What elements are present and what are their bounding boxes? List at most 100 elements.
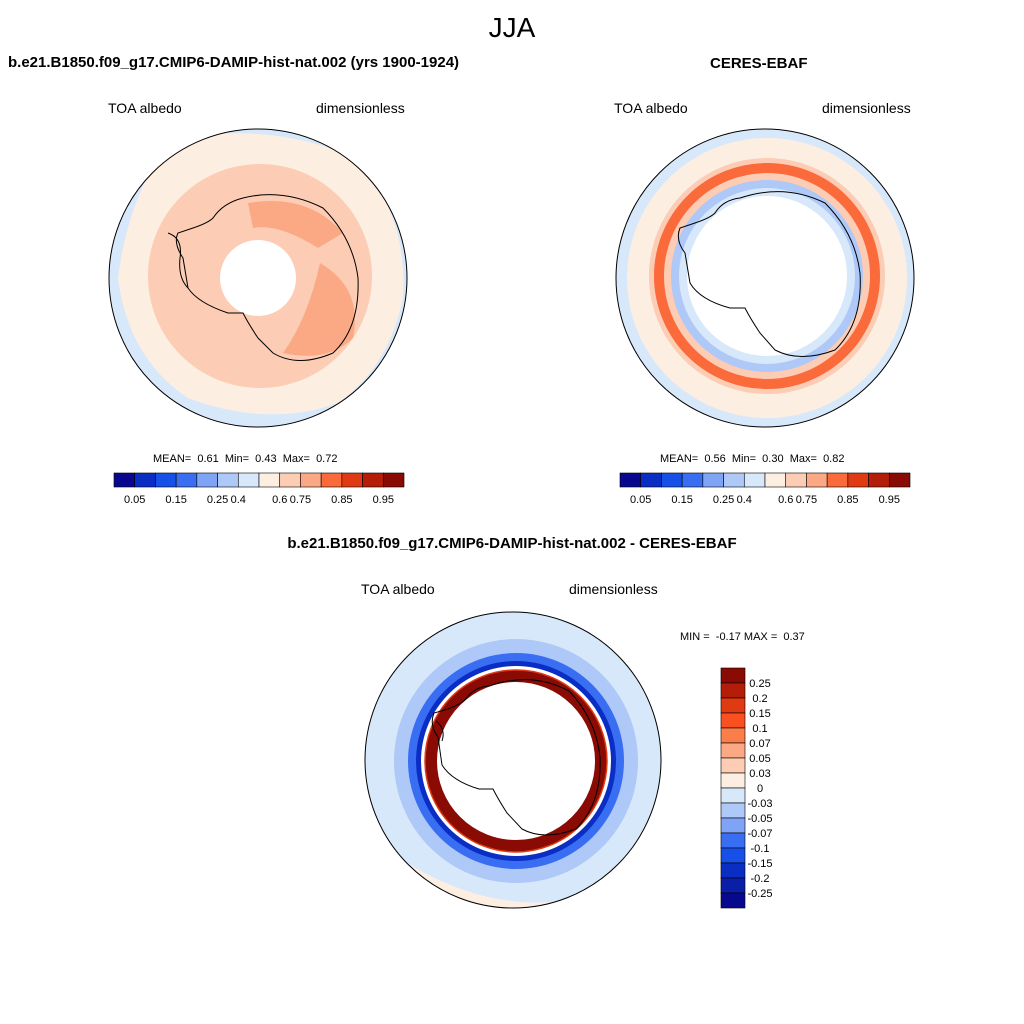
panel-1-colorbar-tick-label: 0.6 (272, 494, 287, 506)
panel-1-colorbar-box (279, 472, 301, 488)
panel-2-variable-label: TOA albedo (614, 100, 688, 116)
panel-3-colorbar-tick-label: -0.05 (747, 813, 772, 825)
panel-1-colorbar-box (362, 472, 384, 488)
panel-3-title: b.e21.B1850.f09_g17.CMIP6-DAMIP-hist-nat… (287, 535, 737, 552)
panel-1-colorbar-tick-label: 0.05 (124, 494, 145, 506)
panel-1-max-value: 0.72 (316, 453, 338, 465)
panel-2-colorbar-box (681, 472, 704, 488)
panel-3-colorbar-tick-label: 0 (757, 783, 763, 795)
panel-3-colorbar: 0.25 0.2 0.15 0.1 0.07 0.05 0.03 0 -0.03 -0.05 -0.… (720, 667, 773, 909)
panel-3-colorbar-box (720, 712, 746, 729)
panel-3-colorbar-tick-label: 0.2 (752, 693, 767, 705)
panel-3-colorbar-box (720, 667, 746, 684)
panel-2-colorbar-tick-label: 0.25 (713, 494, 734, 506)
panel-3-polar-map (364, 611, 662, 909)
panel-2-colorbar: 0.05 0.15 0.25 0.4 0.6 0.75 0.85 0.95 (619, 472, 911, 506)
panel-2-stats: MEAN= 0.56 Min= 0.30 Max= 0.82 (660, 453, 844, 465)
panel-3-colorbar-box (720, 772, 746, 789)
panel-3-colorbar-tick-label: 0.05 (749, 753, 770, 765)
panel-2-max-label: Max= (789, 453, 817, 465)
panel-2-colorbar-tick-label: 0.4 (737, 494, 752, 506)
panel-1-colorbar-box (237, 472, 260, 488)
panel-3-min-value: -0.17 (715, 631, 741, 643)
panel-1-colorbar-box (258, 472, 281, 488)
panel-3-colorbar-box (720, 817, 746, 834)
panel-2-colorbar-box (743, 472, 766, 488)
panel-3-colorbar-tick-label: -0.25 (747, 888, 772, 900)
panel-1-polar-map (108, 128, 408, 428)
panel-3-colorbar-box (720, 697, 746, 714)
panel-2-colorbar-box (661, 472, 683, 488)
panel-2-colorbar-box (847, 472, 869, 488)
panel-1-colorbar-box (341, 472, 363, 488)
panel-3-min-label: MIN = (680, 631, 710, 643)
panel-1-colorbar-box (155, 472, 177, 488)
panel-3-colorbar-tick-label: -0.1 (751, 843, 770, 855)
panel-1-colorbar-tick-label: 0.15 (165, 494, 186, 506)
panel-3-stats: MIN = -0.17 MAX = 0.37 (680, 631, 805, 643)
panel-3-max-label: MAX = (743, 631, 778, 643)
panel-2-title: CERES-EBAF (710, 55, 808, 72)
panel-1-colorbar-box (217, 472, 239, 488)
panel-2-min-value: 0.30 (762, 453, 784, 465)
panel-2-colorbar-tick-label: 0.15 (671, 494, 692, 506)
panel-2-colorbar-box (826, 472, 849, 488)
panel-1-colorbar-box (113, 472, 136, 488)
panel-2-colorbar-box (785, 472, 807, 488)
panel-3-colorbar-tick-label: -0.2 (751, 873, 770, 885)
panel-2-colorbar-box (723, 472, 745, 488)
panel-3-colorbar-box (720, 682, 746, 699)
panel-1-colorbar-box (300, 472, 322, 488)
panel-1-title: b.e21.B1850.f09_g17.CMIP6-DAMIP-hist-nat… (8, 54, 460, 71)
panel-3-colorbar-box (720, 832, 746, 849)
panel-1-mean-label: MEAN= (153, 453, 192, 465)
panel-1-min-label: Min= (224, 453, 250, 465)
panel-3-colorbar-box (720, 757, 746, 774)
panel-1-variable-label: TOA albedo (108, 100, 182, 116)
panel-3-colorbar-tick-label: 0.07 (749, 738, 770, 750)
panel-2-max-value: 0.82 (823, 453, 845, 465)
panel-1-min-value: 0.43 (255, 453, 277, 465)
panel-1-units-label: dimensionless (316, 100, 405, 116)
panel-3-colorbar-box (720, 847, 746, 864)
panel-3-colorbar-box (720, 727, 746, 744)
panel-2-colorbar-box (806, 472, 828, 488)
panel-1-max-label: Max= (282, 453, 310, 465)
panel-3-colorbar-tick-label: -0.15 (747, 858, 772, 870)
panel-3-colorbar-tick-label: 0.03 (749, 768, 770, 780)
panel-2-mean-label: MEAN= (660, 453, 699, 465)
panel-3-colorbar-tick-label: 0.15 (749, 708, 770, 720)
panel-1-colorbar-tick-label: 0.85 (331, 494, 352, 506)
panel-2-colorbar-tick-label: 0.85 (837, 494, 858, 506)
panel-1-colorbar-tick-label: 0.95 (373, 494, 394, 506)
panel-2-polar-map (615, 128, 915, 428)
panel-3-colorbar-box (720, 862, 746, 879)
panel-2-colorbar-box (702, 472, 724, 488)
panel-1-colorbar-tick-label: 0.4 (231, 494, 246, 506)
panel-1-colorbar-box (382, 472, 405, 488)
panel-3-colorbar-box (720, 787, 746, 804)
panel-1-stats: MEAN= 0.61 Min= 0.43 Max= 0.72 (153, 453, 337, 465)
panel-3-max-value: 0.37 (783, 631, 805, 643)
panel-1-mean-value: 0.61 (197, 453, 219, 465)
panel-2-colorbar-box (764, 472, 787, 488)
panel-3-colorbar-tick-label: 0.25 (749, 678, 770, 690)
panel-2-colorbar-tick-label: 0.95 (879, 494, 900, 506)
panel-3-colorbar-box (720, 742, 746, 759)
panel-1-colorbar-box (175, 472, 198, 488)
panel-2-colorbar-box (640, 472, 662, 488)
panel-3-units-label: dimensionless (569, 581, 658, 597)
panel-1-colorbar-box (134, 472, 156, 488)
panel-1-colorbar-box (196, 472, 218, 488)
panel-2-units-label: dimensionless (822, 100, 911, 116)
panel-3-colorbar-box (720, 892, 746, 909)
panel-1-colorbar-tick-label: 0.25 (207, 494, 228, 506)
panel-1-colorbar-tick-label: 0.75 (290, 494, 311, 506)
panel-1-colorbar-box (320, 472, 343, 488)
panel-3-colorbar-box (720, 877, 746, 894)
panel-2-colorbar-box (619, 472, 642, 488)
panel-1-colorbar: 0.05 0.15 0.25 0.4 0.6 0.75 0.85 0.95 (113, 472, 405, 506)
panel-2-colorbar-tick-label: 0.6 (778, 494, 793, 506)
panel-2-colorbar-tick-label: 0.05 (630, 494, 651, 506)
panel-3-colorbar-tick-label: 0.1 (752, 723, 767, 735)
